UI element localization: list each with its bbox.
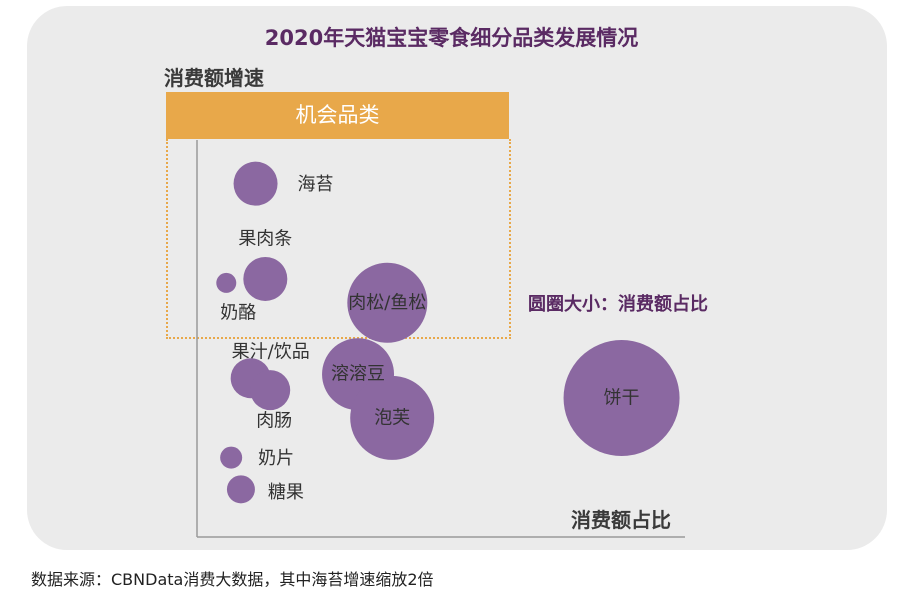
bubble-1: [243, 256, 288, 301]
bubble-label-7: 泡芙: [374, 407, 410, 428]
bubble-series: [216, 161, 680, 504]
bubble-7: [350, 375, 435, 460]
bubble-label-5: 肉肠: [256, 411, 292, 432]
bubble-label-10: 糖果: [268, 482, 304, 503]
bubble-label-6: 溶溶豆: [331, 364, 385, 385]
y-axis-label: 消费额增速: [164, 66, 264, 90]
bubble-label-9: 奶片: [258, 448, 294, 469]
bubble-5: [250, 370, 291, 411]
bubble-2: [216, 272, 237, 293]
x-axis-label: 消费额占比: [571, 508, 671, 532]
bubble-label-1: 果肉条: [238, 228, 292, 249]
chart-title: 2020年天猫宝宝零食细分品类发展情况: [264, 26, 639, 50]
bubble-label-2: 奶酪: [220, 302, 256, 323]
bubble-size-note: 圆圈大小：消费额占比: [528, 294, 708, 315]
bubble-label-0: 海苔: [298, 174, 334, 195]
bubble-3: [347, 262, 428, 343]
data-source-note: 数据来源：CBNData消费大数据，其中海苔增速缩放2倍: [31, 570, 434, 589]
bubble-label-3: 肉松/鱼松: [348, 292, 426, 313]
opportunity-category-box: [166, 139, 511, 339]
bubble-8: [563, 340, 680, 457]
bubble-label-4: 果汁/饮品: [232, 342, 310, 363]
opportunity-category-header: 机会品类: [166, 92, 509, 139]
bubble-9: [220, 446, 243, 469]
bubble-0: [233, 161, 278, 206]
bubble-10: [226, 475, 255, 504]
bubble-label-8: 饼干: [604, 388, 640, 409]
